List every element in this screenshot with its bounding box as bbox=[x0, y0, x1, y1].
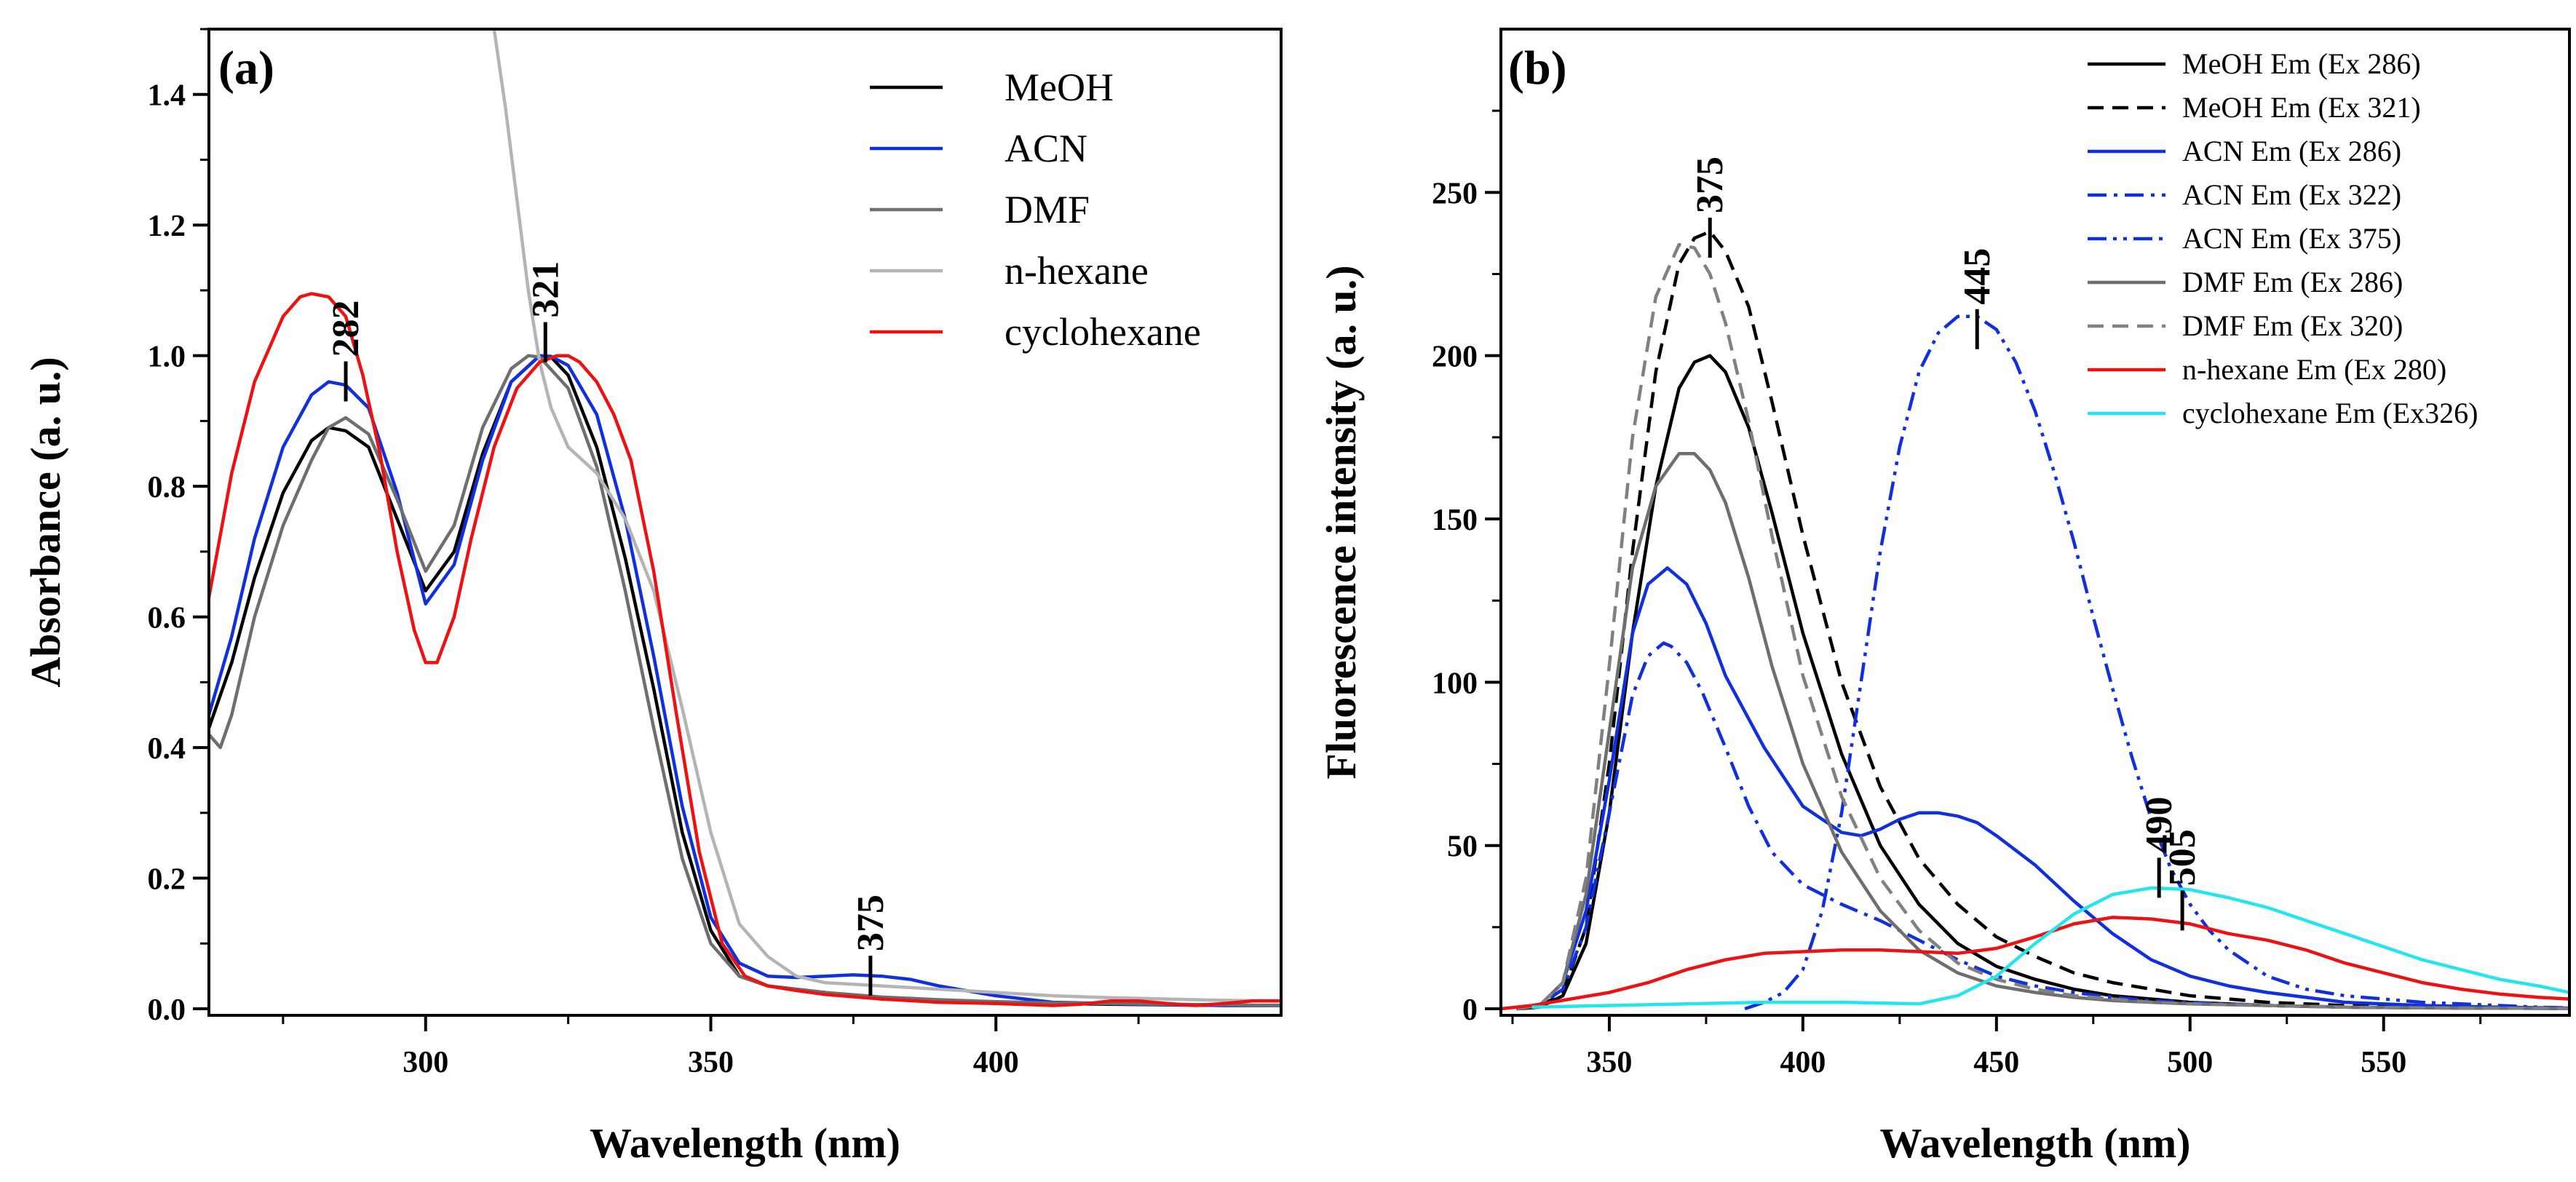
series-line-dmf bbox=[209, 354, 1281, 1007]
panel-label: (b) bbox=[1508, 41, 1567, 95]
x-axis-label: Wavelength (nm) bbox=[1880, 1119, 2191, 1167]
axes-frame bbox=[1499, 28, 2571, 1017]
legend-label: cyclohexane bbox=[1004, 310, 1201, 354]
legend-label: DMF bbox=[1004, 188, 1090, 231]
series-line-n-hexane-em-ex-280 bbox=[1501, 916, 2569, 1011]
series-line-meoh-em-ex-321 bbox=[1516, 229, 2569, 1011]
legend-label: ACN Em (Ex 286) bbox=[2182, 135, 2401, 167]
y-tick-label: 1.2 bbox=[148, 210, 186, 243]
series-line-n-hexane bbox=[492, 29, 1281, 1003]
y-tick-label: 0.4 bbox=[148, 732, 186, 766]
x-tick-label: 350 bbox=[688, 1046, 734, 1079]
peak-label: 375 bbox=[1689, 156, 1731, 213]
series-line-meoh-em-ex-286 bbox=[1516, 354, 2569, 1011]
legend: MeOH Em (Ex 286) MeOH Em (Ex 321) ACN Em (… bbox=[2088, 47, 2478, 429]
plot-area bbox=[1501, 229, 2569, 1011]
y-tick-label: 250 bbox=[1432, 177, 1478, 210]
legend-label: MeOH bbox=[1004, 66, 1114, 109]
legend-label: cyclohexane Em (Ex326) bbox=[2182, 397, 2478, 429]
legend-label: ACN Em (Ex 322) bbox=[2182, 178, 2401, 211]
y-tick-label: 50 bbox=[1447, 830, 1478, 864]
y-axis-label: Fluorescence intensity (a. u.) bbox=[1317, 265, 1365, 779]
y-tick-label: 0.2 bbox=[148, 863, 186, 897]
peak-label: 321 bbox=[525, 261, 566, 318]
series-line-acn-em-ex-286 bbox=[1515, 566, 2569, 1011]
peak-label: 505 bbox=[2162, 829, 2203, 886]
legend-label: n-hexane Em (Ex 280) bbox=[2182, 353, 2446, 386]
legend-label: MeOH Em (Ex 286) bbox=[2182, 47, 2421, 80]
x-tick-label: 300 bbox=[403, 1046, 448, 1079]
peak-label: 445 bbox=[1957, 248, 1998, 305]
y-tick-label: 0.0 bbox=[148, 993, 186, 1027]
y-tick-label: 150 bbox=[1432, 504, 1478, 537]
y-tick-label: 0 bbox=[1462, 993, 1478, 1027]
legend-label: MeOH Em (Ex 321) bbox=[2182, 91, 2421, 124]
x-tick-label: 400 bbox=[1780, 1046, 1826, 1079]
series-line-acn-em-ex-322 bbox=[1515, 641, 2569, 1011]
y-tick-label: 1.4 bbox=[148, 79, 186, 113]
series-line-cyclohexane bbox=[209, 292, 1281, 1007]
series-line-cyclohexane-em-ex326 bbox=[1531, 886, 2569, 1010]
legend-label: ACN bbox=[1004, 127, 1087, 170]
plot-area bbox=[209, 29, 1281, 1007]
legend-label: ACN Em (Ex 375) bbox=[2182, 222, 2401, 255]
legend-label: DMF Em (Ex 320) bbox=[2182, 309, 2403, 342]
y-tick-label: 0.8 bbox=[148, 471, 186, 504]
x-tick-label: 450 bbox=[1973, 1046, 2019, 1079]
panel-label: (a) bbox=[218, 41, 274, 95]
y-tick-label: 1.0 bbox=[148, 341, 186, 374]
x-tick-label: 400 bbox=[973, 1046, 1019, 1079]
panel-a: 300 350 400 0.0 0.2 0.4 0.6 0.8 1.0 1.2 1.4 Wavelen… bbox=[22, 28, 1283, 1167]
series-line-acn-em-ex-375 bbox=[1744, 314, 2569, 1011]
y-tick-label: 200 bbox=[1432, 341, 1478, 374]
x-tick-label: 550 bbox=[2361, 1046, 2406, 1079]
x-tick-label: 350 bbox=[1586, 1046, 1632, 1079]
axes-frame bbox=[207, 28, 1283, 1017]
peak-label: 375 bbox=[850, 895, 892, 951]
peak-label: 282 bbox=[325, 300, 367, 357]
legend: MeOH ACN DMF n-hexane cyclohexane bbox=[870, 66, 1201, 354]
series-line-dmf-em-ex-286 bbox=[1515, 452, 2569, 1011]
x-tick-label: 500 bbox=[2167, 1046, 2213, 1079]
legend-label: DMF Em (Ex 286) bbox=[2182, 266, 2403, 298]
peak-label: 490 bbox=[2139, 796, 2180, 853]
y-tick-label: 0.6 bbox=[148, 602, 186, 635]
series-line-dmf-em-ex-320 bbox=[1515, 242, 2569, 1011]
series-line-meoh bbox=[209, 354, 1281, 1007]
x-axis-label: Wavelength (nm) bbox=[590, 1119, 900, 1167]
panel-b: 350 400 450 500 550 0 50 100 150 200 250 Wavelength… bbox=[1317, 28, 2571, 1167]
legend-label: n-hexane bbox=[1004, 249, 1149, 293]
y-axis-label: Absorbance (a. u.) bbox=[22, 357, 69, 687]
y-tick-label: 100 bbox=[1432, 667, 1478, 700]
